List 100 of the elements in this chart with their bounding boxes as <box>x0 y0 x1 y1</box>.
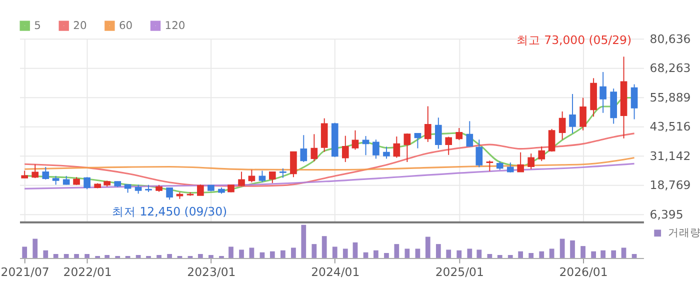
bar <box>404 248 410 258</box>
candlestick <box>506 162 514 173</box>
candlestick <box>268 171 276 184</box>
candlestick <box>342 135 349 163</box>
candlestick <box>466 120 474 148</box>
candlestick <box>558 110 566 140</box>
legend-label: 60 <box>118 18 133 32</box>
bar <box>249 248 254 258</box>
bar <box>32 238 38 258</box>
x-tick-label: 2023/01 <box>187 265 236 280</box>
bar <box>384 253 389 258</box>
annotation: 최저 12,450 (09/30) <box>112 204 228 218</box>
bar <box>156 254 162 258</box>
bar <box>539 251 544 258</box>
bar <box>591 251 596 258</box>
y-tick-label: 31,142 <box>650 148 691 163</box>
bar <box>167 254 172 258</box>
bar <box>352 242 358 258</box>
bar <box>84 254 90 258</box>
bar <box>301 224 306 258</box>
bar <box>570 240 575 258</box>
bar <box>436 244 441 258</box>
candlestick <box>290 151 297 178</box>
candlestick <box>486 160 494 172</box>
candlestick <box>445 136 452 156</box>
bar <box>22 246 28 258</box>
bar <box>549 248 554 258</box>
bar <box>415 248 420 258</box>
y-tick-label: 80,636 <box>650 32 691 46</box>
bar <box>467 248 472 258</box>
bar <box>228 246 234 258</box>
candlestick <box>258 170 266 183</box>
bar <box>611 250 616 258</box>
annotation: 최고 73,000 (05/29) <box>516 32 632 47</box>
legend-label: 120 <box>164 18 186 32</box>
y-tick-label: 55,889 <box>650 90 691 104</box>
candlestick <box>548 128 556 152</box>
legend-label: 5 <box>34 18 41 32</box>
bar <box>476 250 482 258</box>
bar <box>312 244 317 258</box>
bar <box>332 246 338 258</box>
bar <box>322 236 327 258</box>
line-series <box>24 156 636 171</box>
candlestick <box>569 93 576 134</box>
bar <box>74 254 79 258</box>
candlestick <box>383 146 390 160</box>
bar <box>342 248 348 258</box>
candlestick <box>238 171 245 187</box>
bar <box>560 238 565 258</box>
y-tick-label: 43,516 <box>650 120 691 134</box>
bar <box>363 252 368 258</box>
candlestick <box>166 187 173 200</box>
bar <box>104 254 110 258</box>
bar <box>280 250 286 258</box>
candlestick <box>372 139 380 160</box>
bar <box>394 244 400 258</box>
bar <box>64 254 69 258</box>
candlestick <box>248 169 256 183</box>
candlestick <box>476 139 483 168</box>
bar <box>456 250 462 258</box>
bar <box>136 254 141 258</box>
bar <box>239 250 244 258</box>
bar <box>374 250 378 258</box>
candlestick <box>404 132 411 163</box>
y-tick-label: 68,263 <box>650 61 691 76</box>
bar <box>260 252 265 258</box>
candlestick <box>393 136 400 158</box>
bar <box>518 251 523 258</box>
candlestick <box>280 168 286 178</box>
bar <box>508 254 513 258</box>
bar <box>208 254 214 258</box>
candlestick <box>517 152 524 172</box>
bar <box>425 236 430 258</box>
y-tick-label: 18,769 <box>650 178 691 192</box>
bar <box>446 250 452 258</box>
legend-label: 20 <box>73 18 87 32</box>
candlestick <box>362 136 370 156</box>
line-series <box>24 132 636 187</box>
candlestick <box>32 164 39 179</box>
x-tick-label: 2025/01 <box>435 265 484 280</box>
bar <box>43 250 48 258</box>
candlestick <box>352 130 359 150</box>
bar <box>291 248 296 258</box>
candlestick <box>600 72 606 114</box>
bar <box>528 253 534 258</box>
bar <box>600 250 606 258</box>
bar <box>497 254 502 258</box>
candlestick <box>434 117 442 150</box>
candlestick <box>84 176 90 190</box>
candlestick <box>320 118 328 152</box>
bar <box>580 246 586 258</box>
candlestick <box>310 134 318 162</box>
candlestick <box>538 146 546 162</box>
bar <box>632 254 637 258</box>
candlestick <box>42 166 50 180</box>
candlestick <box>197 184 204 196</box>
candlestick <box>528 153 535 170</box>
candlestick <box>424 106 432 142</box>
candlestick <box>414 132 422 149</box>
bar <box>53 254 58 258</box>
